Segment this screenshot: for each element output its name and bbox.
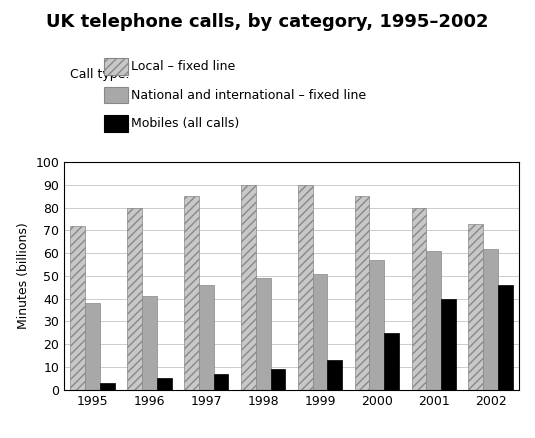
Bar — [184, 196, 199, 390]
Text: National and international – fixed line: National and international – fixed line — [131, 88, 366, 102]
Bar — [100, 383, 115, 390]
Bar — [384, 333, 399, 390]
Bar — [426, 251, 441, 390]
Bar — [199, 285, 213, 390]
Bar — [441, 299, 456, 390]
Bar — [327, 360, 342, 390]
Bar — [241, 185, 256, 390]
Bar — [312, 274, 327, 390]
Bar — [498, 285, 513, 390]
Bar — [142, 297, 157, 390]
Bar — [370, 260, 384, 390]
Bar — [213, 374, 228, 390]
Bar — [483, 249, 498, 390]
Bar — [157, 378, 172, 390]
Text: Local – fixed line: Local – fixed line — [131, 60, 235, 73]
Bar — [468, 223, 483, 390]
Bar — [127, 208, 142, 390]
Y-axis label: Minutes (billions): Minutes (billions) — [17, 223, 30, 329]
Bar — [411, 208, 426, 390]
Text: Mobiles (all calls): Mobiles (all calls) — [131, 117, 239, 130]
Bar — [71, 226, 85, 390]
Bar — [256, 278, 271, 390]
Bar — [355, 196, 370, 390]
Text: UK telephone calls, by category, 1995–2002: UK telephone calls, by category, 1995–20… — [46, 13, 489, 31]
Text: Call type:: Call type: — [70, 68, 129, 81]
Bar — [271, 369, 285, 390]
Bar — [85, 303, 100, 390]
Bar — [298, 185, 312, 390]
